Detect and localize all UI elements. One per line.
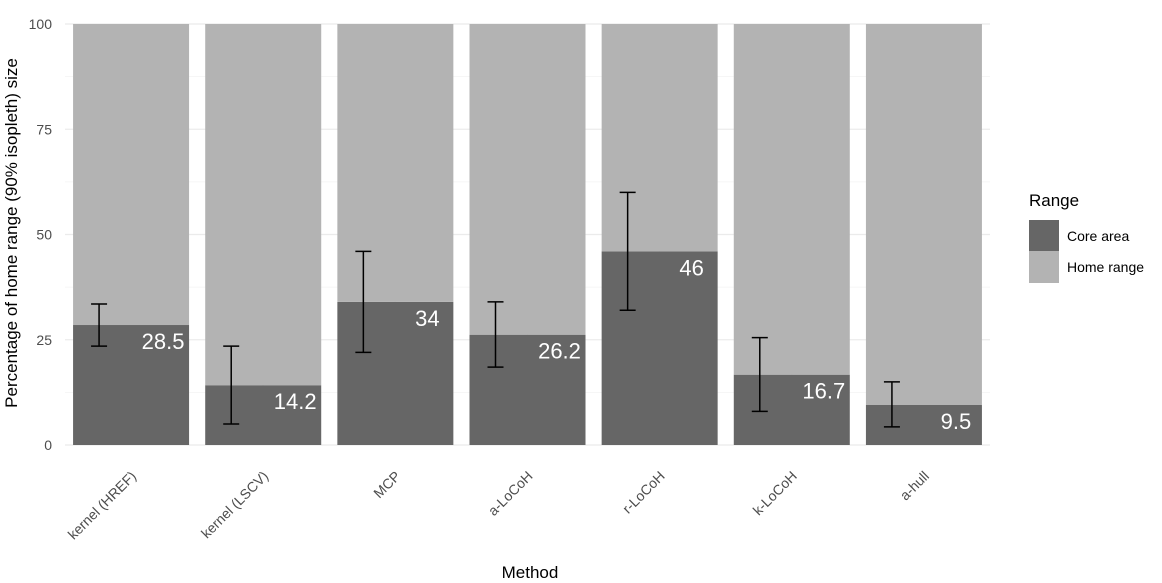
error-bar-kernel-href xyxy=(91,303,108,347)
y-tick-label-100: 100 xyxy=(29,16,53,32)
y-tick-label-25: 25 xyxy=(36,332,52,348)
error-bar-mcp xyxy=(355,250,372,354)
legend-label-core-area: Core area xyxy=(1067,228,1129,244)
bar-core-area-mcp xyxy=(337,301,454,445)
x-tick-label-r-locoh: r-LoCoH xyxy=(619,468,668,517)
legend-title: Range xyxy=(1029,191,1079,210)
bar-value-label-r-locoh: 46 xyxy=(679,255,703,280)
bar-home-range-kernel-href xyxy=(73,24,190,326)
bar-value-label-kernel-lscv: 14.2 xyxy=(274,389,317,414)
x-axis-ticks: kernel (HREF) kernel (LSCV) MCP a-LoCoH r-Lo… xyxy=(65,468,932,543)
bar-value-label-a-locoh: 26.2 xyxy=(538,339,581,364)
y-axis-ticks: 0 25 50 75 100 xyxy=(29,16,53,453)
y-tick-label-75: 75 xyxy=(36,121,52,137)
bar-core-area-r-locoh xyxy=(601,251,718,445)
x-axis-title: Method xyxy=(502,563,559,582)
bar-home-range-a-locoh xyxy=(469,24,586,335)
error-bar-a-locoh xyxy=(487,301,504,368)
bar-home-range-k-locoh xyxy=(733,24,850,375)
error-bars xyxy=(91,191,900,428)
bar-core-area-k-locoh xyxy=(733,374,850,445)
bar-value-label-kernel-href: 28.5 xyxy=(142,329,185,354)
bar-value-labels: 28.5 14.2 34 26.2 46 16.7 9.5 xyxy=(142,255,972,434)
x-tick-label-mcp: MCP xyxy=(370,468,403,501)
legend: Range Core area Home range xyxy=(1029,191,1144,283)
x-tick-label-kernel-href: kernel (HREF) xyxy=(65,468,140,543)
x-tick-label-a-locoh: a-LoCoH xyxy=(485,468,536,519)
bar-value-label-a-hull: 9.5 xyxy=(941,409,972,434)
error-bar-k-locoh xyxy=(751,336,768,413)
error-bar-a-hull xyxy=(883,381,900,428)
bar-core-area-a-hull xyxy=(865,405,982,445)
bar-home-range-r-locoh xyxy=(601,24,718,252)
x-tick-label-kernel-lscv: kernel (LSCV) xyxy=(198,468,271,541)
bar-home-range-kernel-lscv xyxy=(205,24,322,386)
bars xyxy=(73,24,982,445)
legend-label-home-range: Home range xyxy=(1067,259,1144,275)
y-tick-label-0: 0 xyxy=(44,437,52,453)
error-bar-r-locoh xyxy=(619,191,636,312)
legend-swatch-core-area xyxy=(1029,220,1059,252)
bar-value-label-mcp: 34 xyxy=(415,306,439,331)
bar-core-area-kernel-href xyxy=(73,325,190,445)
y-tick-label-50: 50 xyxy=(36,227,52,243)
x-tick-label-a-hull: a-hull xyxy=(897,468,933,504)
bar-core-area-kernel-lscv xyxy=(205,385,322,445)
bar-core-area-a-locoh xyxy=(469,334,586,445)
x-tick-label-k-locoh: k-LoCoH xyxy=(750,468,800,518)
y-axis-title: Percentage of home range (90% isopleth) … xyxy=(2,58,21,408)
bar-home-range-mcp xyxy=(337,24,454,302)
bar-home-range-a-hull xyxy=(865,24,982,406)
error-bar-kernel-lscv xyxy=(223,345,240,425)
legend-swatch-home-range xyxy=(1029,251,1059,283)
bar-value-label-k-locoh: 16.7 xyxy=(802,379,845,404)
